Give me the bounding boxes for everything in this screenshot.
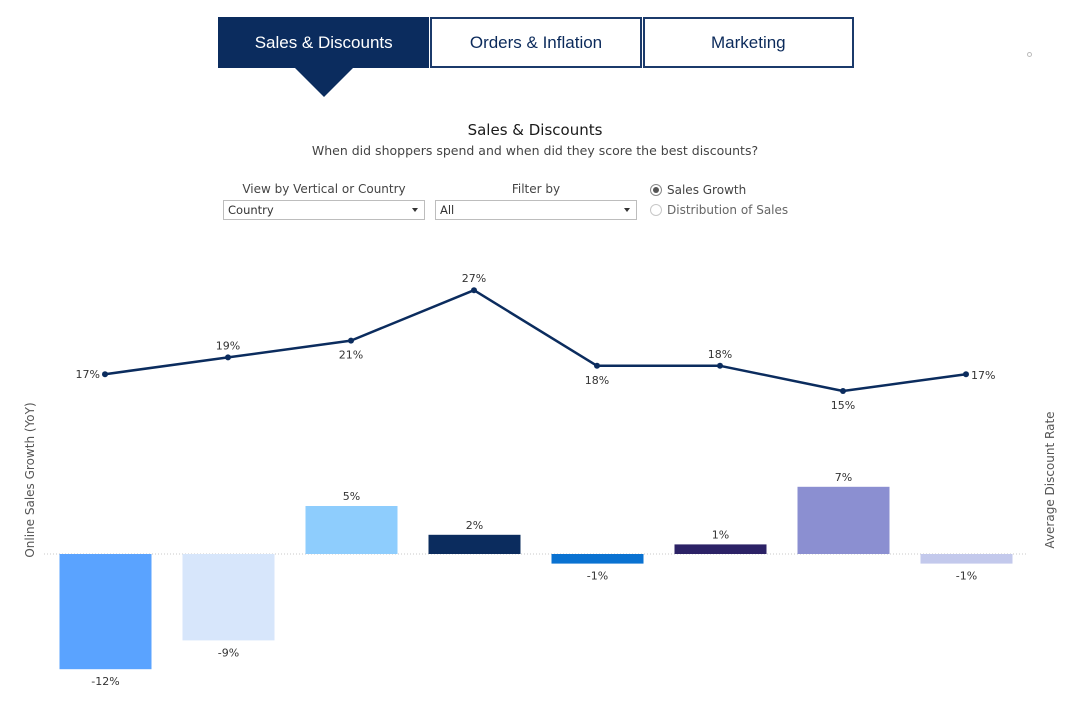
view-by-value: Country (228, 203, 274, 217)
line-point (102, 371, 108, 378)
line-point (840, 388, 846, 394)
series-line (104, 288, 967, 393)
radio-sales-growth-label: Sales Growth (667, 183, 747, 197)
tab-orders-inflation[interactable]: Orders & Inflation (430, 17, 642, 68)
chevron-down-icon (412, 208, 418, 212)
bar (551, 554, 644, 564)
bar-data-label: -1% (587, 570, 608, 583)
small-circle-icon (1027, 52, 1032, 57)
filter-by-label: Filter by (511, 182, 561, 196)
page-title: Sales & Discounts (467, 121, 603, 139)
filter-by-value: All (440, 203, 455, 217)
radio-unselected-icon (650, 204, 662, 216)
view-by-select[interactable]: Country (223, 200, 425, 220)
line-point (471, 287, 477, 294)
line-data-label: 15% (831, 399, 855, 412)
bar-data-label: 5% (343, 490, 360, 503)
line-data-label: 21% (339, 349, 363, 362)
line-data-label: 17% (76, 368, 100, 381)
bar-data-label: -9% (218, 646, 239, 659)
bar (674, 544, 767, 554)
line-point (348, 337, 354, 344)
chevron-down-icon (624, 208, 630, 212)
tab-bar: Sales & Discounts Orders & Inflation Mar… (218, 17, 854, 68)
active-tab-pointer (295, 68, 353, 97)
line-point (963, 371, 969, 378)
page-subtitle: When did shoppers spend and when did the… (311, 143, 759, 158)
filter-by-select[interactable]: All (435, 200, 637, 220)
line-data-label: 27% (462, 272, 486, 285)
bar (59, 554, 152, 670)
bar (920, 554, 1013, 564)
line-point (225, 354, 231, 361)
radio-selected-icon (650, 184, 662, 196)
radio-distribution-label: Distribution of Sales (667, 203, 789, 217)
bar-data-label: -1% (956, 570, 977, 583)
radio-sales-growth[interactable]: Sales Growth (650, 183, 746, 197)
bar (428, 534, 521, 554)
view-by-label: View by Vertical or Country (242, 182, 406, 196)
line-data-label: 19% (216, 339, 240, 352)
line-point (717, 362, 723, 369)
radio-distribution-of-sales[interactable]: Distribution of Sales (650, 203, 788, 217)
line-data-label: 18% (708, 348, 732, 361)
bar (797, 486, 890, 554)
bar-data-label: -12% (91, 675, 119, 688)
bar-data-label: 1% (712, 528, 729, 541)
tab-sales-discounts[interactable]: Sales & Discounts (218, 17, 430, 68)
tab-marketing[interactable]: Marketing (642, 17, 854, 68)
bar-data-label: 7% (835, 471, 852, 484)
bar (305, 506, 398, 554)
line-point (594, 362, 600, 369)
line-data-label: 18% (585, 374, 609, 387)
line-data-label: 17% (971, 369, 995, 382)
bar (182, 554, 275, 641)
bar-data-label: 2% (466, 519, 483, 532)
